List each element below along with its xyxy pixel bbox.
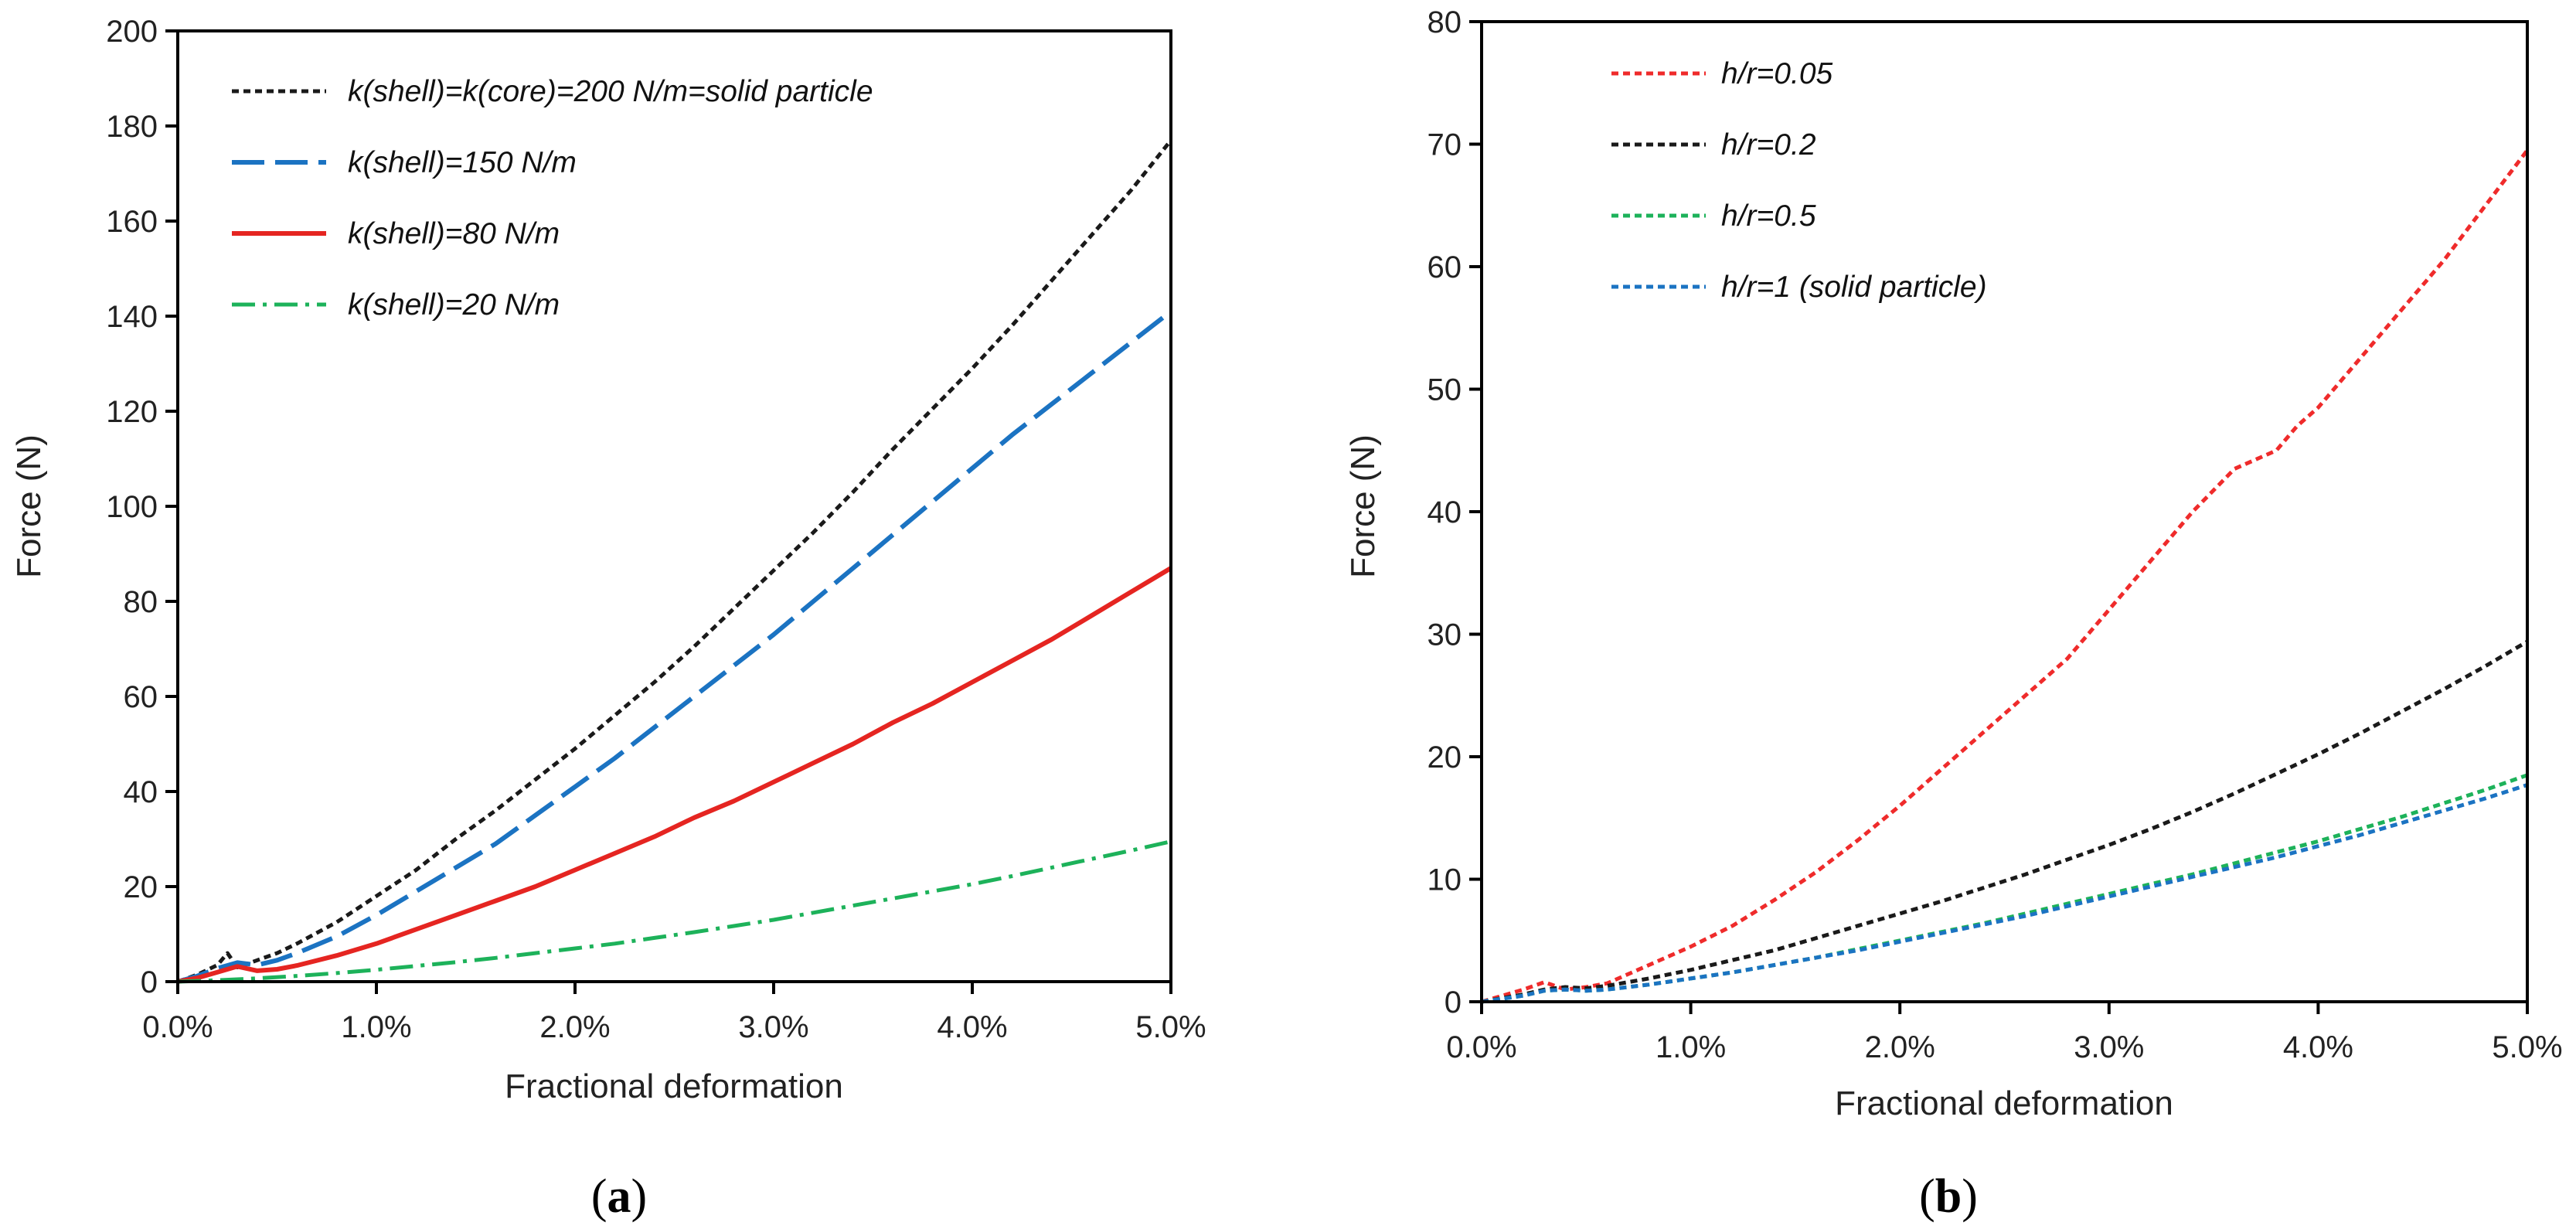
y-tick-label: 160 [106,205,158,239]
panel-letter-b: b [1935,1170,1962,1223]
y-tick-label: 20 [124,870,158,904]
y-tick-label: 50 [1428,373,1462,407]
legend-a: k(shell)=k(core)=200 N/m=solid particle k… [232,75,873,322]
x-tick-label: 4.0% [2283,1030,2353,1064]
series-line-a-1 [177,138,1172,984]
y-tick-label: 180 [106,110,158,144]
y-tick-label: 80 [1428,5,1462,39]
legend-label: h/r=0.05 [1721,57,1833,90]
x-tick-label: 0.0% [142,1010,213,1044]
y-tick-label: 70 [1428,128,1462,162]
panel-label-b: (b) [1919,1170,1978,1223]
x-tick-label: 1.0% [341,1010,411,1044]
y-tick-label: 40 [1428,495,1462,529]
chart-panel-b: 0 10 20 30 40 50 60 70 80 0.0% 1.0% 2.0% 3.0% 4.0% 5.… [1344,5,2563,1223]
plot-frame-a [176,29,1172,983]
legend-label: k(shell)=k(core)=200 N/m=solid particle [348,75,873,108]
y-tick-label: 40 [124,775,158,809]
x-axis-label-b: Fractional deformation [1835,1084,2173,1122]
x-tick-label: 5.0% [2492,1030,2562,1064]
y-tick-label: 60 [1428,250,1462,284]
y-ticks-a: 0 20 40 60 80 100 120 140 160 180 200 [106,15,178,999]
plot-frame-b [1480,20,2529,1003]
y-axis-label-b: Force (N) [1344,434,1382,578]
x-ticks-b: 0.0% 1.0% 2.0% 3.0% 4.0% 5.0% [1446,1002,2563,1064]
y-tick-label: 60 [124,680,158,714]
x-tick-label: 4.0% [937,1010,1007,1044]
y-tick-label: 200 [106,15,158,49]
x-tick-label: 1.0% [1656,1030,1726,1064]
x-tick-label: 2.0% [539,1010,610,1044]
panel-letter-a: a [607,1170,631,1223]
x-axis-label-a: Fractional deformation [505,1067,843,1105]
legend-label: k(shell)=150 N/m [348,146,577,179]
legend-label: h/r=0.2 [1721,128,1816,162]
x-tick-label: 2.0% [1865,1030,1935,1064]
x-tick-label: 5.0% [1135,1010,1206,1044]
y-tick-label: 0 [1445,986,1462,1020]
y-tick-label: 100 [106,490,158,524]
legend-b: h/r=0.05 h/r=0.2 h/r=0.5 h/r=1 (solid parti… [1611,57,1987,304]
legend-label: h/r=0.5 [1721,199,1816,233]
y-axis-label-a: Force (N) [10,434,48,578]
x-tick-label: 0.0% [1446,1030,1516,1064]
series-line-b-4 [1481,783,2528,1004]
series-line-a-3 [177,566,1172,984]
y-tick-label: 20 [1428,740,1462,775]
legend-label: k(shell)=80 N/m [348,217,560,250]
legend-label: h/r=1 (solid particle) [1721,271,1987,304]
y-tick-label: 140 [106,300,158,334]
series-group-b [1481,148,2529,1004]
y-tick-label: 30 [1428,618,1462,652]
series-line-b-1 [1481,148,2529,1004]
series-line-b-2 [1481,639,2529,1004]
x-tick-label: 3.0% [738,1010,808,1044]
panel-label-a: (a) [591,1170,647,1223]
y-tick-label: 0 [141,965,158,999]
y-tick-label: 10 [1428,863,1462,897]
legend-label: k(shell)=20 N/m [348,288,560,322]
y-tick-label: 80 [124,585,158,619]
series-line-a-4 [177,839,1172,984]
chart-panel-a: 0 20 40 60 80 100 120 140 160 180 200 0.0% 1.0% 2.0%… [10,15,1206,1223]
y-ticks-b: 0 10 20 30 40 50 60 70 80 [1428,5,1482,1020]
y-tick-label: 120 [106,395,158,429]
series-line-a-2 [177,309,1172,984]
series-group-a [177,138,1172,984]
x-ticks-a: 0.0% 1.0% 2.0% 3.0% 4.0% 5.0% [142,982,1206,1044]
x-tick-label: 3.0% [2074,1030,2144,1064]
